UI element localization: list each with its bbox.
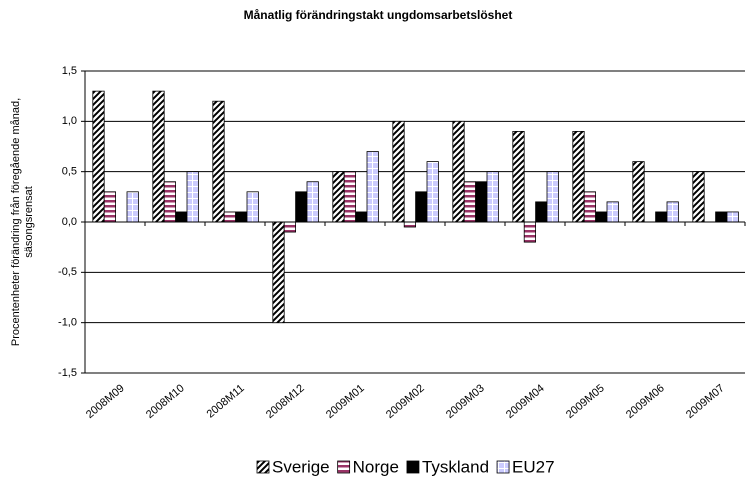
bar [212, 100, 225, 223]
bar [572, 130, 585, 223]
bar [295, 191, 308, 223]
bar [92, 90, 105, 223]
x-tick-label: 2009M06 [624, 382, 667, 421]
y-tick-label: 0,5 [62, 166, 77, 178]
legend-swatch [496, 460, 510, 474]
y-tick-label: -0,5 [58, 266, 77, 278]
bar [726, 211, 739, 223]
legend: Sverige Norge Tyskland EU27 [256, 457, 555, 476]
bar [175, 211, 188, 223]
bar [655, 211, 668, 223]
legend-swatch [406, 460, 420, 474]
y-tick-label: -1,0 [58, 317, 77, 329]
bar [715, 211, 728, 223]
x-tick-label: 2008M12 [264, 382, 307, 421]
y-tick-label: -1,5 [58, 367, 77, 379]
bar [186, 171, 199, 223]
y-axis-label: säsongsrensat [23, 186, 35, 258]
bar [535, 201, 548, 223]
legend-label: EU27 [512, 457, 555, 476]
bar [246, 191, 259, 223]
legend-swatch [256, 460, 270, 474]
bar [583, 191, 597, 223]
x-tick-label: 2009M02 [384, 382, 427, 421]
bar [523, 221, 537, 243]
legend-label: Norge [353, 457, 399, 476]
x-tick-label: 2009M05 [564, 382, 607, 421]
bar [392, 120, 405, 223]
bar [163, 181, 176, 223]
bar [692, 171, 705, 223]
bar [223, 211, 236, 223]
bar [152, 90, 165, 223]
bar [415, 191, 428, 223]
bar [426, 161, 439, 223]
x-tick-label: 2008M10 [144, 382, 187, 421]
y-axis-label: Procentenheter förändring från föregåend… [10, 98, 22, 346]
bar [606, 201, 619, 223]
bar [235, 211, 248, 223]
legend-label: Tyskland [422, 457, 489, 476]
bar [475, 181, 488, 223]
bar [366, 151, 379, 223]
y-tick-label: 1,5 [62, 65, 77, 77]
x-tick-label: 2009M01 [324, 382, 367, 421]
bar [343, 171, 357, 223]
bar [332, 171, 345, 223]
bar [355, 211, 368, 223]
x-tick-label: 2009M04 [504, 382, 547, 421]
bar [452, 120, 465, 223]
bar [546, 171, 559, 223]
y-tick-label: 1,0 [62, 115, 77, 127]
bar [272, 221, 285, 324]
x-tick-label: 2009M07 [684, 382, 727, 421]
x-tick-label: 2008M09 [84, 382, 127, 421]
bar [512, 130, 525, 223]
bar [632, 161, 645, 223]
y-tick-label: 0,0 [62, 216, 77, 228]
bar [283, 221, 297, 233]
x-tick-label: 2008M11 [205, 382, 247, 420]
bar [666, 201, 679, 223]
legend-swatch [337, 460, 351, 474]
bar [403, 221, 417, 228]
x-tick-label: 2009M03 [444, 382, 487, 421]
chart-title: Månatlig förändringstakt ungdomsarbetslö… [244, 8, 513, 22]
bar [103, 191, 116, 223]
bar [486, 171, 499, 223]
bar [463, 181, 477, 223]
bar [595, 211, 608, 223]
bar [126, 191, 139, 223]
legend-label: Sverige [272, 457, 330, 476]
bar [306, 181, 319, 223]
